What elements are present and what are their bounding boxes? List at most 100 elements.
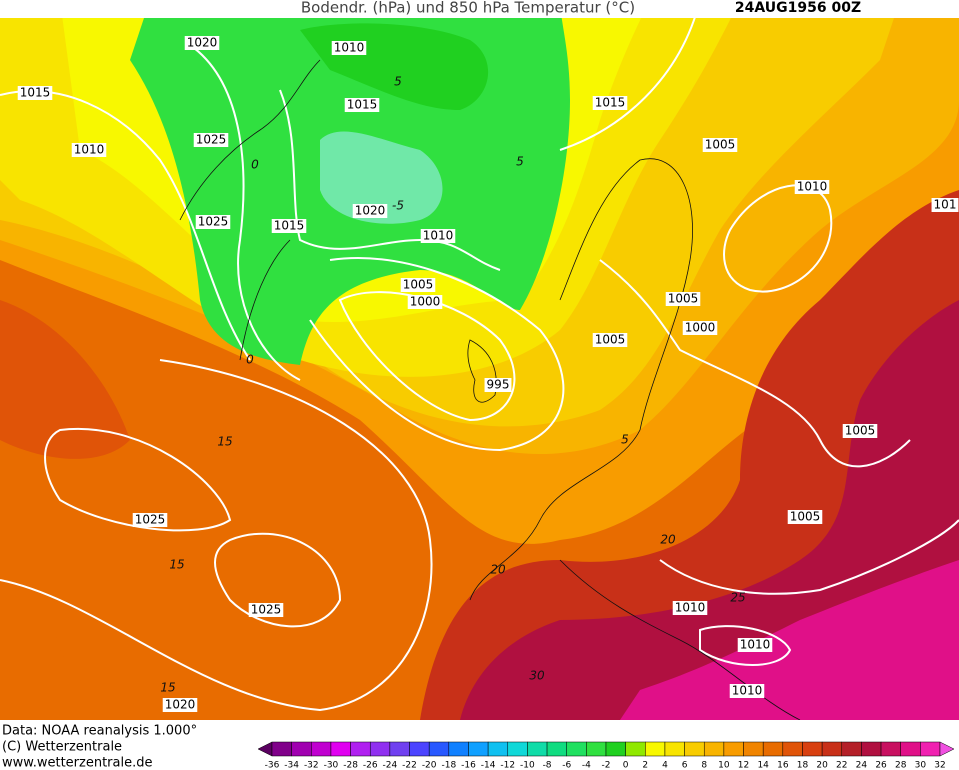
coastline bbox=[239, 239, 291, 361]
isobar bbox=[214, 532, 342, 628]
isobar-label-text: 1020 bbox=[355, 204, 386, 218]
isobar-label-text: 1005 bbox=[845, 424, 876, 438]
isobar-label: 1010 bbox=[737, 638, 773, 652]
coastline bbox=[467, 339, 497, 403]
colorbar-swatch bbox=[311, 741, 332, 757]
isobar-label: 1025 bbox=[193, 133, 229, 147]
isobar-label-box bbox=[592, 96, 628, 110]
isobar-label: 1005 bbox=[842, 424, 878, 438]
colorbar-tick-label: -18 bbox=[441, 761, 456, 770]
isobar-label-text: 1025 bbox=[196, 133, 227, 147]
colorbar-swatch bbox=[645, 741, 666, 757]
isobar bbox=[0, 359, 433, 712]
colorbar: -36 -34 -32 -30 -28 -26 -24 -22 -20 -18 -16 -14 -12-… bbox=[257, 741, 955, 770]
isobar-label-box bbox=[665, 292, 701, 306]
temperature-label: 15 bbox=[217, 435, 232, 449]
colorbar-tick-label: -10 bbox=[520, 761, 535, 770]
isobar-label: 1025 bbox=[248, 603, 284, 617]
temperature-label: 5 bbox=[516, 155, 524, 169]
isobar-label-text: 1025 bbox=[198, 215, 229, 229]
isobar-label-box bbox=[17, 86, 53, 100]
isobar-label-box bbox=[420, 229, 456, 243]
colorbar-tick-label: 28 bbox=[895, 761, 907, 770]
colorbar-swatch bbox=[428, 741, 450, 757]
isobar-label: 1000 bbox=[407, 295, 443, 309]
colorbar-swatch bbox=[291, 741, 312, 757]
map-date: 24AUG1956 00Z bbox=[735, 0, 861, 16]
map-title: Bodendr. (hPa) und 850 hPa Temperatur (°… bbox=[301, 0, 635, 17]
colorbar-swatch bbox=[762, 741, 784, 757]
isobar-label-text: 1020 bbox=[187, 36, 218, 50]
colorbar-tick-label: 6 bbox=[682, 761, 688, 770]
temperature-label: 15 bbox=[169, 558, 184, 572]
colorbar-swatch bbox=[782, 741, 803, 757]
isobar-label-box bbox=[682, 321, 718, 335]
isobar-label-text: 1025 bbox=[251, 603, 282, 617]
isobar bbox=[279, 89, 501, 271]
isobar-label-box bbox=[702, 138, 738, 152]
isobar bbox=[659, 519, 959, 595]
colorbar-tick-label: 32 bbox=[934, 761, 945, 770]
isobar-label-text: 1020 bbox=[165, 698, 196, 712]
isobar-label: 1010 bbox=[672, 601, 708, 615]
isobar-label-text: 1010 bbox=[740, 638, 771, 652]
colorbar-swatch bbox=[703, 741, 725, 757]
isobar-label-text: 1015 bbox=[20, 86, 51, 100]
isobar-label-text: 1015 bbox=[347, 98, 378, 112]
isobar-label: 1025 bbox=[195, 215, 231, 229]
colorbar-tick-label: 14 bbox=[757, 761, 769, 770]
isobar-label-text: 1015 bbox=[274, 219, 305, 233]
colorbar-tick-label: 30 bbox=[915, 761, 927, 770]
colorbar-swatch bbox=[330, 741, 351, 757]
footer-url: www.wetterzentrale.de bbox=[2, 756, 152, 770]
colorbar-swatch bbox=[586, 741, 607, 757]
colorbar-swatch bbox=[841, 741, 862, 757]
isobar-label-text: 1005 bbox=[595, 333, 626, 347]
colorbar-swatch bbox=[802, 741, 823, 757]
isobar-label-box bbox=[400, 278, 436, 292]
colorbar-tick-label: 12 bbox=[738, 761, 749, 770]
colorbar-tick-label: 4 bbox=[662, 761, 668, 770]
colorbar-tick-label: -34 bbox=[284, 761, 299, 770]
colorbar-swatch bbox=[369, 741, 391, 757]
isobar-label-text: 1005 bbox=[705, 138, 736, 152]
isobar-label-text: 1010 bbox=[334, 41, 365, 55]
colorbar-end bbox=[939, 741, 955, 757]
isobar-label: 1005 bbox=[592, 333, 628, 347]
isobar-label-text: 1000 bbox=[685, 321, 716, 335]
isobar-label-text: 1005 bbox=[403, 278, 434, 292]
temperature-label: 0 bbox=[246, 353, 254, 367]
isobar-label-box bbox=[729, 684, 765, 698]
isobar-label-text: 1015 bbox=[595, 96, 626, 110]
isobar-label-box bbox=[592, 333, 628, 347]
isobar-label: 1010 bbox=[331, 41, 367, 55]
isobar-label: 1005 bbox=[787, 510, 823, 524]
isobar-label-box bbox=[195, 215, 231, 229]
colorbar-tick-label: -24 bbox=[383, 761, 398, 770]
isobar-label-box bbox=[737, 638, 773, 652]
colorbar-tick-label: -8 bbox=[543, 761, 552, 770]
colorbar-swatch bbox=[527, 741, 548, 757]
isobar-label-text: 1010 bbox=[732, 684, 763, 698]
isobar bbox=[699, 625, 792, 666]
temperature-label: 20 bbox=[660, 533, 676, 547]
isobar-label-box bbox=[248, 603, 284, 617]
colorbar-swatch bbox=[605, 741, 626, 757]
isobar-label-box bbox=[71, 143, 107, 157]
isobar-label-box bbox=[184, 36, 220, 50]
colorbar-swatch bbox=[684, 741, 705, 757]
isobar-label-box bbox=[352, 204, 388, 218]
isobar-label-box bbox=[193, 133, 229, 147]
colorbar-tick-label: -4 bbox=[582, 761, 591, 770]
colorbar-tick-label: -32 bbox=[304, 761, 319, 770]
isobar-label-text: 101 bbox=[934, 198, 957, 212]
isobar-label: 1005 bbox=[702, 138, 738, 152]
colorbar-tick-label: -6 bbox=[562, 761, 571, 770]
isobar-label-box bbox=[484, 378, 512, 392]
temperature-label: 5 bbox=[394, 75, 402, 89]
map bbox=[0, 0, 959, 721]
isobar-label: 1005 bbox=[665, 292, 701, 306]
isobar-label: 1010 bbox=[420, 229, 456, 243]
isobar-label: 1005 bbox=[400, 278, 436, 292]
